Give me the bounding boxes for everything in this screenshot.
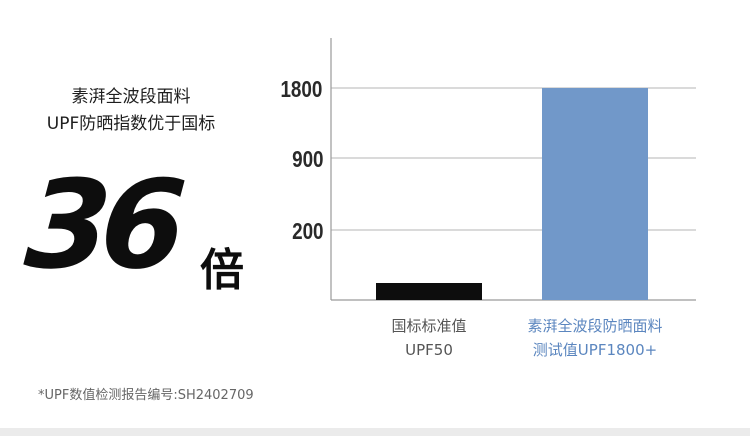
headline-line-1: 素湃全波段面料 <box>71 87 191 107</box>
category-label-line-2: 测试值UPF1800+ <box>533 341 657 359</box>
headline: 素湃全波段面料 UPF防晒指数优于国标 <box>22 84 240 138</box>
y-tick-label: 200 <box>292 219 323 244</box>
big-stat-unit: 倍 <box>200 245 244 296</box>
bottom-band <box>0 428 750 436</box>
y-tick-label: 900 <box>292 147 323 172</box>
category-label-line-1: 素湃全波段防晒面料 <box>527 317 662 335</box>
bar-product-test <box>542 88 648 300</box>
category-label-line-1: 国标标准值 <box>391 317 466 335</box>
category-label-line-2: UPF50 <box>405 341 453 359</box>
headline-line-2: UPF防晒指数优于国标 <box>46 114 216 134</box>
bar-national-standard <box>376 283 482 300</box>
footnote: *UPF数值检测报告编号:SH2402709 <box>38 388 254 403</box>
y-tick-label: 1800 <box>280 77 322 102</box>
